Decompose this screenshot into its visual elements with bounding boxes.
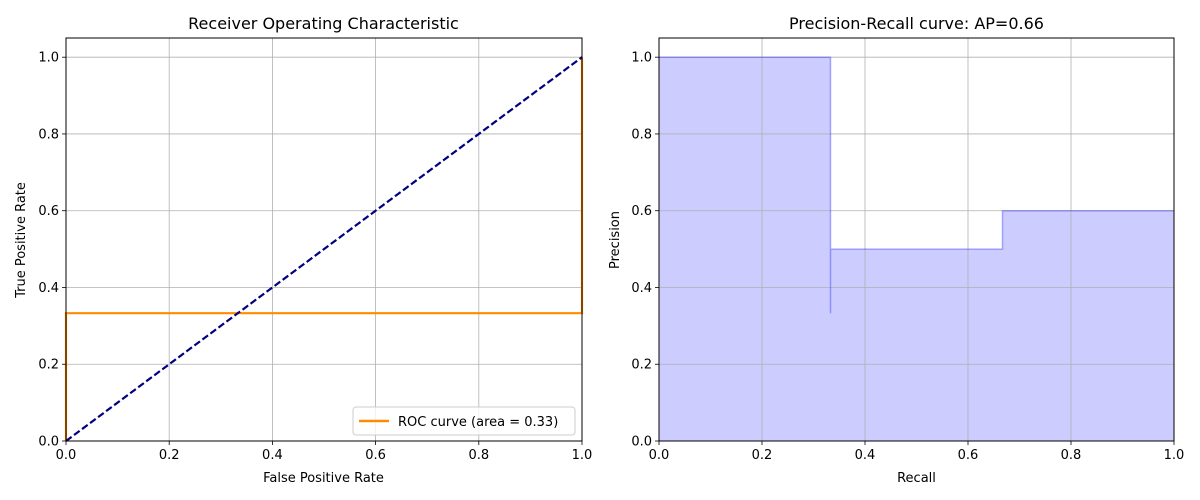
- roc-y-ticks: 0.0 0.2 0.4 0.6 0.8 1.0: [38, 51, 66, 450]
- pr-area-fill: [659, 57, 1174, 441]
- roc-legend: ROC curve (area = 0.33): [352, 406, 576, 436]
- roc-y-tick-label: 1.0: [38, 51, 59, 66]
- pr-y-tick-label: 0.6: [631, 204, 652, 219]
- roc-x-tick-label: 0.0: [56, 448, 77, 463]
- roc-x-tick-label: 0.2: [159, 448, 180, 463]
- pr-x-tick-label: 0.6: [958, 448, 979, 463]
- roc-y-tick-label: 0.4: [38, 281, 59, 296]
- roc-x-tick-label: 0.8: [468, 448, 489, 463]
- roc-x-ticks: 0.0 0.2 0.4 0.6 0.8 1.0: [56, 441, 593, 463]
- pr-x-tick-label: 0.0: [649, 448, 670, 463]
- roc-chart-title: Receiver Operating Characteristic: [188, 14, 459, 33]
- pr-chart-title: Precision-Recall curve: AP=0.66: [789, 14, 1044, 33]
- roc-legend-label: ROC curve (area = 0.33): [398, 415, 558, 430]
- pr-x-tick-label: 0.2: [752, 448, 773, 463]
- roc-x-axis-title: False Positive Rate: [263, 471, 384, 486]
- roc-y-axis-title: True Positive Rate: [14, 182, 29, 299]
- pr-chart: Precision-Recall curve: AP=0.66 0.0 0.2 0.…: [608, 14, 1184, 486]
- pr-y-ticks: 0.0 0.2 0.4 0.6 0.8 1.0: [631, 51, 659, 450]
- roc-y-tick-label: 0.0: [38, 435, 59, 450]
- roc-x-tick-label: 1.0: [572, 448, 593, 463]
- pr-x-tick-label: 0.4: [855, 448, 876, 463]
- roc-y-tick-label: 0.6: [38, 204, 59, 219]
- pr-x-tick-label: 0.8: [1061, 448, 1082, 463]
- pr-x-tick-label: 1.0: [1164, 448, 1185, 463]
- roc-y-tick-label: 0.2: [38, 358, 59, 373]
- pr-x-axis-title: Recall: [897, 471, 936, 486]
- pr-series: [659, 56, 1174, 314]
- pr-plot-frame: [658, 37, 1175, 442]
- pr-y-tick-label: 0.0: [631, 435, 652, 450]
- pr-y-tick-label: 0.4: [631, 281, 652, 296]
- roc-plot-frame: [65, 37, 583, 442]
- pr-area: [659, 57, 1174, 441]
- pr-step-line: [659, 56, 1174, 314]
- pr-x-ticks: 0.0 0.2 0.4 0.6 0.8 1.0: [649, 441, 1185, 463]
- roc-x-tick-label: 0.6: [365, 448, 386, 463]
- pr-y-tick-label: 1.0: [631, 51, 652, 66]
- roc-chart: Receiver Operating Characteristic 0.0 0.2…: [14, 14, 592, 486]
- pr-y-tick-label: 0.8: [631, 127, 652, 142]
- roc-x-tick-label: 0.4: [262, 448, 283, 463]
- pr-y-tick-label: 0.2: [631, 358, 652, 373]
- roc-chance-diagonal-line: [65, 56, 583, 442]
- roc-legend-box: [352, 406, 576, 436]
- roc-y-tick-label: 0.8: [38, 127, 59, 142]
- pr-y-axis-title: Precision: [608, 211, 623, 269]
